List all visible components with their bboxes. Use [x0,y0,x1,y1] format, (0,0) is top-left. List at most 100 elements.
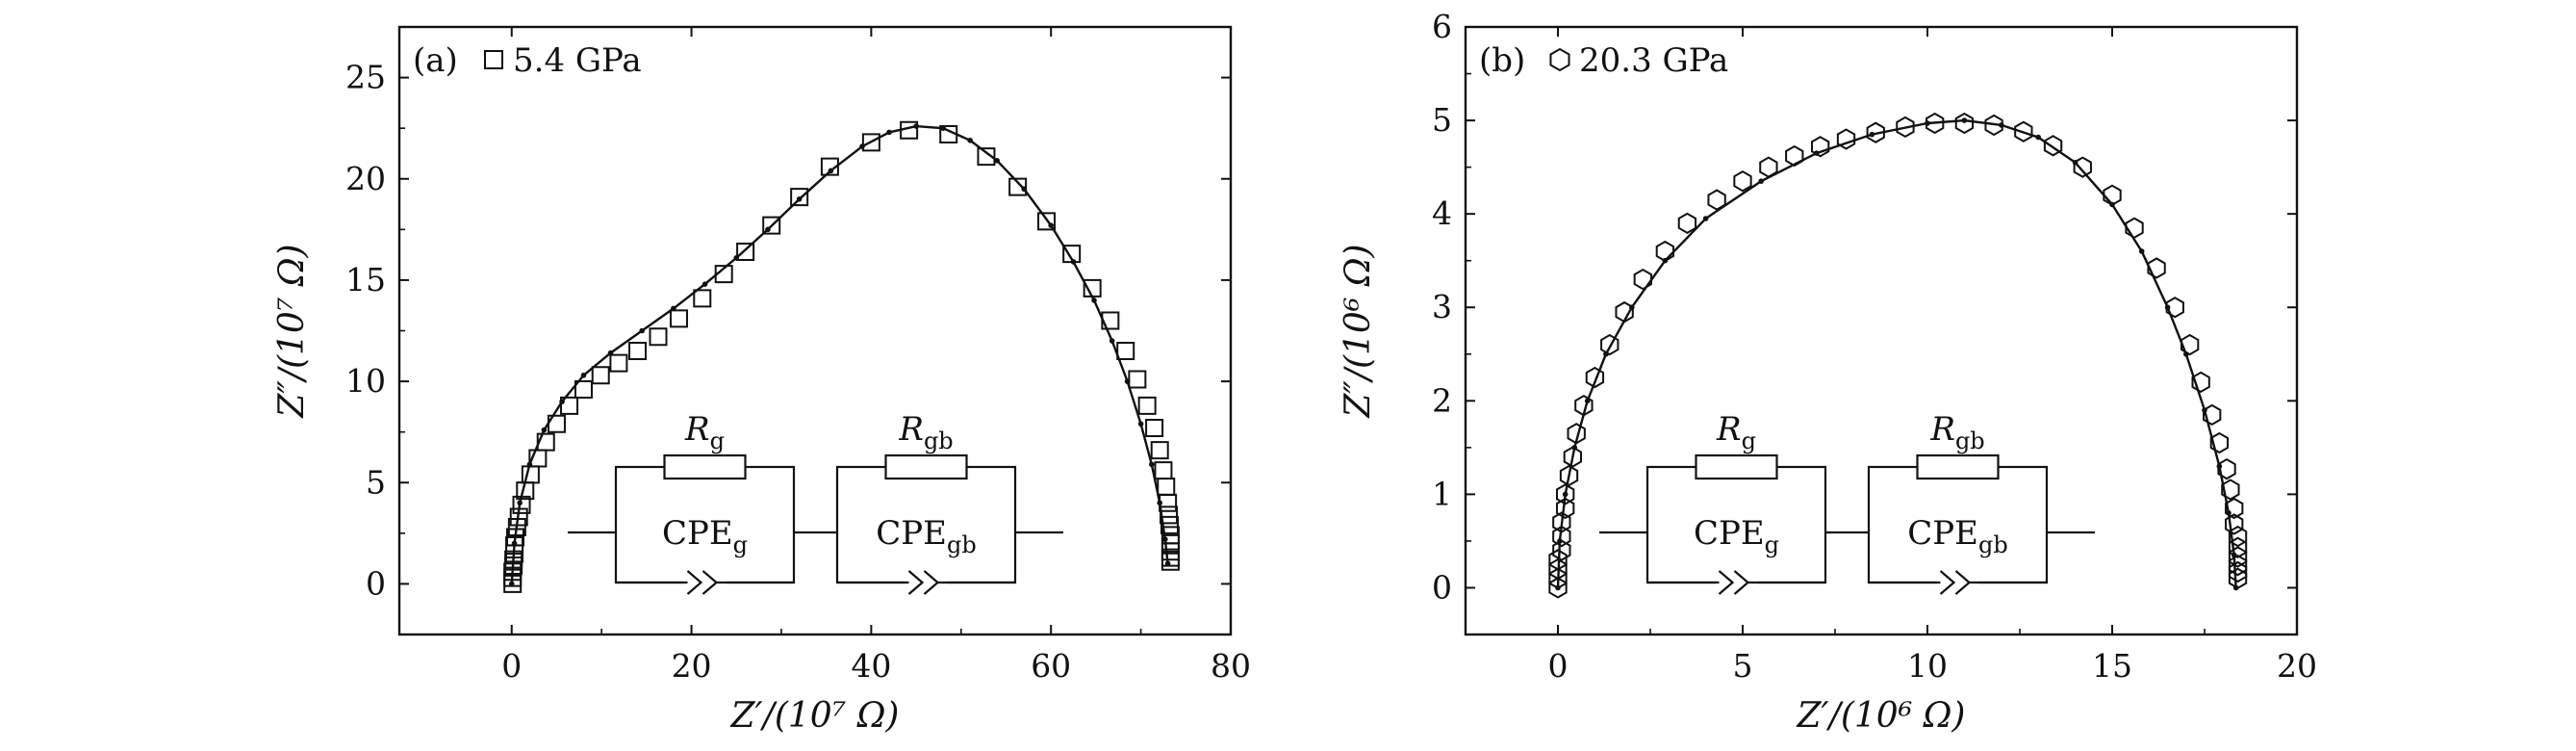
y-tick-label: 5 [366,463,386,501]
data-point [2228,560,2248,583]
data-point [693,289,712,308]
fit-point [671,305,676,312]
data-point [2228,567,2248,589]
y-tick-label: 2 [1432,381,1452,419]
data-point [547,414,566,433]
fit-point [913,123,919,129]
data-point [591,366,610,385]
data-point [1954,112,1975,135]
fit-point [1758,178,1764,184]
fit-point [1961,117,1968,123]
fit-point [559,399,565,404]
data-point [1926,112,1945,135]
data-point [1083,278,1102,298]
x-axis-label: Z′/(10⁶ Ω) [1797,696,1966,736]
data-point [1633,268,1652,291]
fit-point [1662,257,1669,264]
y-tick-label: 4 [1432,194,1452,232]
resistor-label-g: Rg [684,410,725,454]
fit-point [580,372,587,378]
fit-point [2202,407,2207,413]
fit-point [859,143,865,149]
data-point [762,216,781,235]
panel-label: (a) [413,41,458,80]
fit-point [508,581,515,587]
data-point [1733,170,1752,193]
data-point [1145,418,1164,437]
data-point [2125,217,2144,239]
x-tick-label: 60 [1031,647,1071,685]
data-point [1062,245,1082,264]
data-point [736,242,755,261]
data-point [669,309,688,328]
y-tick-label: 10 [345,362,386,400]
data-point [900,120,919,140]
y-axis-label: Z″/(10⁷ Ω) [272,244,312,418]
data-point [1866,121,1885,143]
data-point [1984,114,2003,137]
fit-point [701,281,708,287]
fit-point [2216,463,2223,470]
data-point [1896,116,1915,139]
fit-point [796,195,803,202]
fit-point [1584,398,1591,404]
x-tick-label: 5 [1733,647,1753,685]
x-tick-label: 10 [1907,647,1948,685]
fit-point [1603,350,1609,357]
fit-point [2231,552,2237,558]
resistor-label-gb: Rgb [1929,410,1984,454]
fit-point [1137,421,1144,427]
fit-point [2072,159,2079,166]
fit-point [1555,584,1561,591]
data-point [512,495,531,514]
data-point [1101,311,1120,330]
fit-point [1925,120,1930,126]
x-tick-label: 0 [501,647,522,685]
data-point [1563,446,1583,468]
fit-point [1571,445,1578,451]
data-point [1810,136,1830,158]
legend-text: 5.4 GPa [513,41,642,80]
fit-point [1124,378,1131,384]
fit-point [1999,122,2004,128]
resistor-g [663,453,747,480]
y-tick-label: 25 [345,59,386,96]
fit-point [1091,298,1097,303]
panel-b: 0 5 10 15 20 0 1 2 3 4 5 6 Z′/(10⁶ Ω) Z″/(10⁶ Ω) Rg CPE… [1339,8,2317,736]
data-point [1008,177,1028,196]
fit-point [828,168,834,174]
fit-point [994,158,1000,164]
fit-point [2138,248,2145,254]
fit-point [886,129,892,136]
y-tick-label: 5 [1432,101,1452,139]
y-tick-label: 6 [1432,8,1452,45]
fit-point [1814,150,1820,156]
data-point [505,528,524,547]
fit-point [733,254,740,261]
cpe-label-g: CPEg [662,514,748,558]
fit-point [2164,304,2171,311]
equivalent-circuit-diagram: Rg CPEg Rgb CPEgb [1599,410,2095,596]
x-tick-label: 40 [851,647,891,685]
fit-point [1157,500,1163,506]
fit-point [1164,560,1171,567]
data-point [609,353,628,373]
fit-point [526,461,533,468]
fit-point [1021,186,1027,193]
data-point [1160,552,1180,571]
data-point [2225,513,2244,535]
data-point [1116,342,1135,361]
equivalent-circuit-diagram: Rg CPEg Rgb CPEgb [568,410,1063,596]
fit-point [1070,259,1077,265]
data-point [505,535,524,555]
x-axis-label: Z′/(10⁷ Ω) [730,696,900,736]
data-point [2228,555,2248,577]
fit-point [2232,584,2239,591]
data-point [1137,396,1157,415]
data-point [1157,477,1176,496]
data-point [649,327,668,347]
data-point [2228,525,2248,548]
fit-point [765,226,771,233]
y-tick-label: 3 [1432,288,1452,325]
fit-point [1149,461,1155,468]
